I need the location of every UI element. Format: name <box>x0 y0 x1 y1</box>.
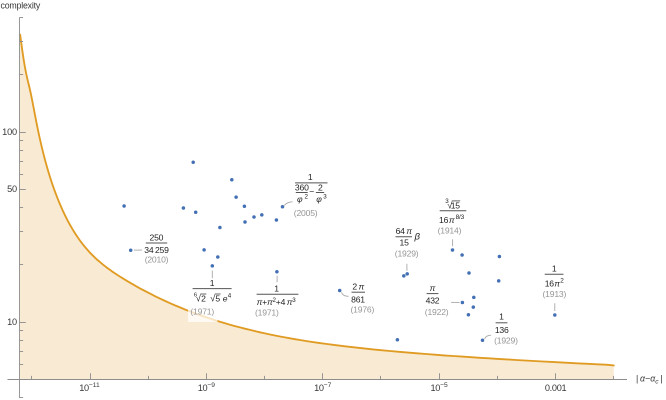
svg-text:2: 2 <box>318 182 323 192</box>
svg-text:√: √ <box>196 294 201 304</box>
svg-text:16: 16 <box>545 279 555 289</box>
svg-text:250: 250 <box>150 232 164 242</box>
svg-text:136: 136 <box>495 325 509 335</box>
svg-text:2: 2 <box>560 278 564 285</box>
svg-text:complexity: complexity <box>1 1 41 11</box>
svg-text:π+π2+4 π3: π+π2+4 π3 <box>257 297 297 307</box>
svg-text:6: 6 <box>194 292 197 298</box>
svg-text:10−7: 10−7 <box>314 382 332 393</box>
svg-text:(1914): (1914) <box>438 225 462 235</box>
svg-text:(1913): (1913) <box>543 289 567 299</box>
svg-text:φ: φ <box>297 194 303 204</box>
svg-text:φ: φ <box>316 194 322 204</box>
svg-text:(1976): (1976) <box>351 304 375 314</box>
svg-text:3: 3 <box>445 198 449 205</box>
svg-text:0.001: 0.001 <box>545 383 567 393</box>
svg-text:10−9: 10−9 <box>198 382 216 393</box>
svg-text:√: √ <box>447 201 452 211</box>
svg-text:2: 2 <box>201 294 206 304</box>
svg-text:16: 16 <box>439 215 449 225</box>
svg-text:34 259: 34 259 <box>144 245 169 255</box>
svg-text:3: 3 <box>323 193 327 200</box>
svg-text:(1971): (1971) <box>255 308 279 318</box>
svg-text:π: π <box>554 279 560 289</box>
svg-text:5: 5 <box>215 294 220 304</box>
svg-text:2 π: 2 π <box>352 282 364 292</box>
svg-text:8/3: 8/3 <box>456 214 465 221</box>
svg-text:2: 2 <box>305 193 309 200</box>
svg-text:4: 4 <box>228 293 232 300</box>
svg-text:1: 1 <box>210 278 215 288</box>
svg-text:e: e <box>223 294 228 304</box>
svg-text:100: 100 <box>2 127 17 137</box>
svg-text:π: π <box>430 283 436 293</box>
svg-text:861: 861 <box>351 294 365 304</box>
svg-text:10: 10 <box>7 317 17 327</box>
svg-text:(1971): (1971) <box>190 307 214 317</box>
svg-text:(1922): (1922) <box>425 307 449 317</box>
svg-text:1: 1 <box>552 263 557 273</box>
svg-text:64 π: 64 π <box>396 226 413 236</box>
svg-text:√: √ <box>210 294 215 304</box>
svg-text:432: 432 <box>426 296 440 306</box>
svg-text:15: 15 <box>400 238 410 248</box>
svg-text:10−5: 10−5 <box>431 382 449 393</box>
svg-text:10−11: 10−11 <box>79 382 100 393</box>
svg-text:π: π <box>449 215 455 225</box>
svg-text:| α−αc |: | α−αc | <box>636 373 663 385</box>
svg-text:15: 15 <box>451 201 461 211</box>
svg-text:360: 360 <box>295 182 309 192</box>
svg-text:1: 1 <box>308 172 313 182</box>
svg-text:50: 50 <box>7 184 17 194</box>
svg-text:(2005): (2005) <box>294 208 318 218</box>
svg-text:(1929): (1929) <box>494 335 518 345</box>
svg-text:−: − <box>309 187 314 197</box>
svg-text:(1929): (1929) <box>395 249 419 259</box>
svg-text:β: β <box>414 232 421 243</box>
svg-text:1: 1 <box>274 283 279 293</box>
svg-text:1: 1 <box>499 312 504 322</box>
svg-text:(2010): (2010) <box>145 254 169 264</box>
